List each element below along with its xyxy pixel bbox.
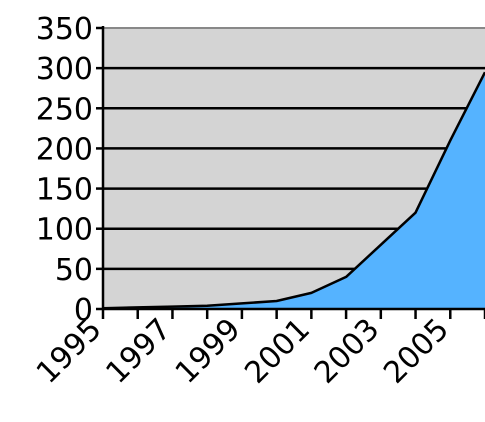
x-tick-label: 1995 xyxy=(30,312,109,391)
data-point-2003 xyxy=(379,243,382,246)
area-fill xyxy=(103,72,485,309)
x-tick-label: 2003 xyxy=(308,312,387,391)
x-tick-label: 2005 xyxy=(377,312,456,391)
y-tick-label: 0 xyxy=(74,293,93,328)
x-tick-label: 2001 xyxy=(238,312,317,391)
data-point-2002 xyxy=(345,275,348,278)
y-tick-label: 200 xyxy=(36,132,93,167)
axes xyxy=(96,26,485,319)
data-point-1999 xyxy=(240,302,243,305)
data-point-1998 xyxy=(206,304,209,307)
data-point-1995 xyxy=(102,307,105,310)
data-point-2005 xyxy=(449,139,452,142)
data-point-2001 xyxy=(310,291,313,294)
data-point-1997 xyxy=(171,305,174,308)
y-tick-label: 100 xyxy=(36,213,93,248)
data-point-2000 xyxy=(275,299,278,302)
data-point-1996 xyxy=(136,306,139,309)
y-tick-label: 300 xyxy=(36,52,93,87)
series-line xyxy=(102,71,485,310)
y-tick-label: 250 xyxy=(36,92,93,127)
y-axis-tick-labels: 0 50 100 150 200 250 300 350 xyxy=(36,12,93,328)
x-tick-label: 1997 xyxy=(99,312,178,391)
data-point-2004 xyxy=(414,211,417,214)
grid-lines xyxy=(103,27,485,271)
y-tick-label: 50 xyxy=(55,253,93,288)
x-tick-label: 1999 xyxy=(169,312,248,391)
y-tick-label: 150 xyxy=(36,173,93,208)
y-tick-label: 350 xyxy=(36,12,93,47)
